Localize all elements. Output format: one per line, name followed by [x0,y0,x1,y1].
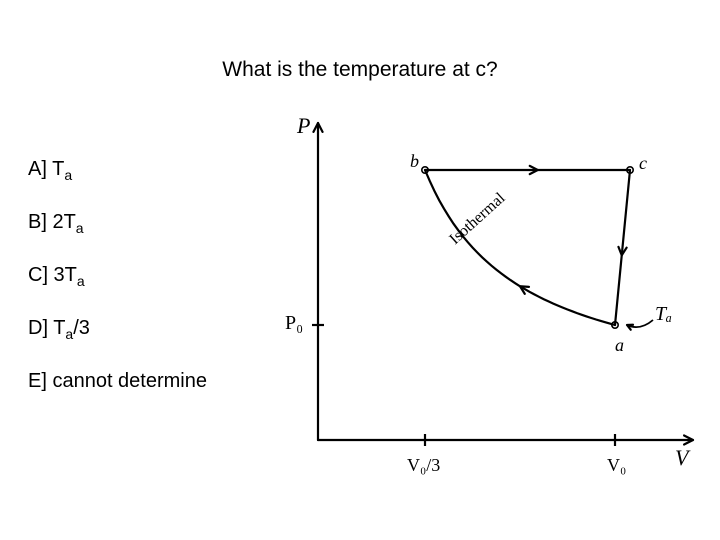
option-b-prefix: B] 2T [28,211,76,233]
svg-text:Tₐ: Tₐ [655,303,672,325]
question-title: What is the temperature at c? [0,58,720,82]
option-d: D] Ta/3 [28,317,207,342]
option-b-sub: a [76,220,84,236]
svg-text:V₀: V₀ [607,455,626,475]
option-e-prefix: E] cannot determine [28,370,207,392]
option-a-prefix: A] T [28,158,64,180]
svg-text:P: P [296,115,310,138]
option-d-suffix: /3 [73,317,90,339]
svg-text:Isothermal: Isothermal [446,189,509,248]
option-a-sub: a [64,167,72,183]
option-d-prefix: D] T [28,317,65,339]
option-c: C] 3Ta [28,264,207,289]
svg-text:P₀: P₀ [285,312,303,334]
svg-text:V: V [675,445,691,470]
svg-text:c: c [639,153,647,173]
option-c-prefix: C] 3T [28,264,77,286]
pv-diagram: P V V₀/3 V₀ P₀ a b c Isothermal Tₐ [255,115,700,480]
pv-diagram-svg: P V V₀/3 V₀ P₀ a b c Isothermal Tₐ [255,115,700,480]
svg-text:V₀/3: V₀/3 [407,455,440,475]
answer-options: A] Ta B] 2Ta C] 3Ta D] Ta/3 E] cannot de… [28,158,207,423]
option-c-sub: a [77,273,85,289]
option-e: E] cannot determine [28,370,207,395]
option-b: B] 2Ta [28,211,207,236]
svg-text:b: b [410,151,419,171]
svg-text:a: a [615,335,624,355]
option-a: A] Ta [28,158,207,183]
